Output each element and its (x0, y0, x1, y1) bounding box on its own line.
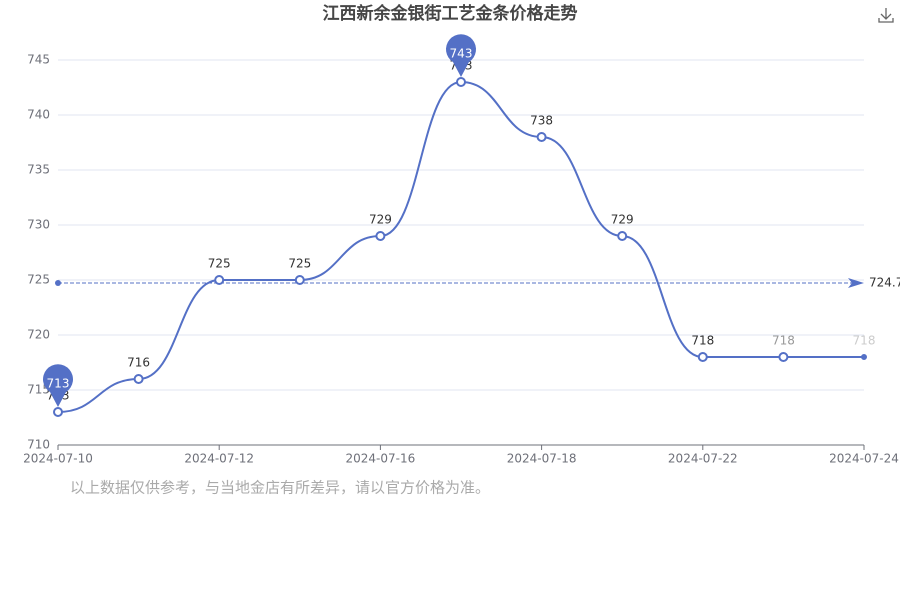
y-tick-label: 735 (27, 163, 50, 177)
point (697, 352, 708, 362)
data-label: 718 (772, 334, 795, 348)
point (375, 231, 386, 241)
point (214, 275, 225, 285)
point (53, 407, 63, 417)
mark-pin-label: 743 (450, 47, 473, 61)
point (456, 77, 466, 87)
point (294, 275, 305, 285)
data-label: 718 (691, 334, 714, 348)
average-label: 724.73 (869, 275, 900, 289)
point (536, 132, 547, 142)
footnote: 以上数据仅供参考，与当地金店有所差异，请以官方价格为准。 (70, 479, 490, 497)
mark-pin-min (43, 364, 73, 407)
x-tick-label: 2024-07-24 (829, 452, 899, 466)
line (57, 80, 864, 413)
average-start (55, 279, 61, 286)
data-label: 729 (369, 213, 392, 227)
chart-title: 江西新余金银街工艺金条价格走势 (323, 3, 578, 24)
data-label: 729 (611, 213, 634, 227)
data-label: 718 (853, 334, 876, 348)
point (133, 374, 144, 384)
point (861, 354, 867, 360)
data-label: 716 (127, 356, 150, 370)
average-arrow (848, 277, 864, 288)
point (778, 352, 789, 362)
mark-pin-max (446, 34, 476, 77)
x-tick-label: 2024-07-22 (668, 452, 738, 466)
download-icon[interactable] (878, 8, 894, 23)
y-tick-label: 725 (27, 273, 50, 287)
x-tick-label: 2024-07-10 (23, 452, 93, 466)
mark-pin-label: 713 (47, 377, 70, 391)
y-tick-label: 715 (27, 383, 50, 397)
data-label: 738 (530, 114, 553, 128)
y-tick-label: 740 (27, 108, 50, 122)
point (617, 231, 628, 241)
y-tick-label: 710 (27, 438, 50, 452)
x-tick-label: 2024-07-18 (507, 452, 577, 466)
y-tick-label: 730 (27, 218, 50, 232)
y-tick-label: 745 (27, 53, 50, 67)
y-tick-label: 720 (27, 328, 50, 342)
x-tick-label: 2024-07-16 (346, 452, 416, 466)
x-tick-label: 2024-07-12 (184, 452, 254, 466)
data-label: 725 (288, 257, 311, 271)
data-label: 725 (208, 257, 231, 271)
